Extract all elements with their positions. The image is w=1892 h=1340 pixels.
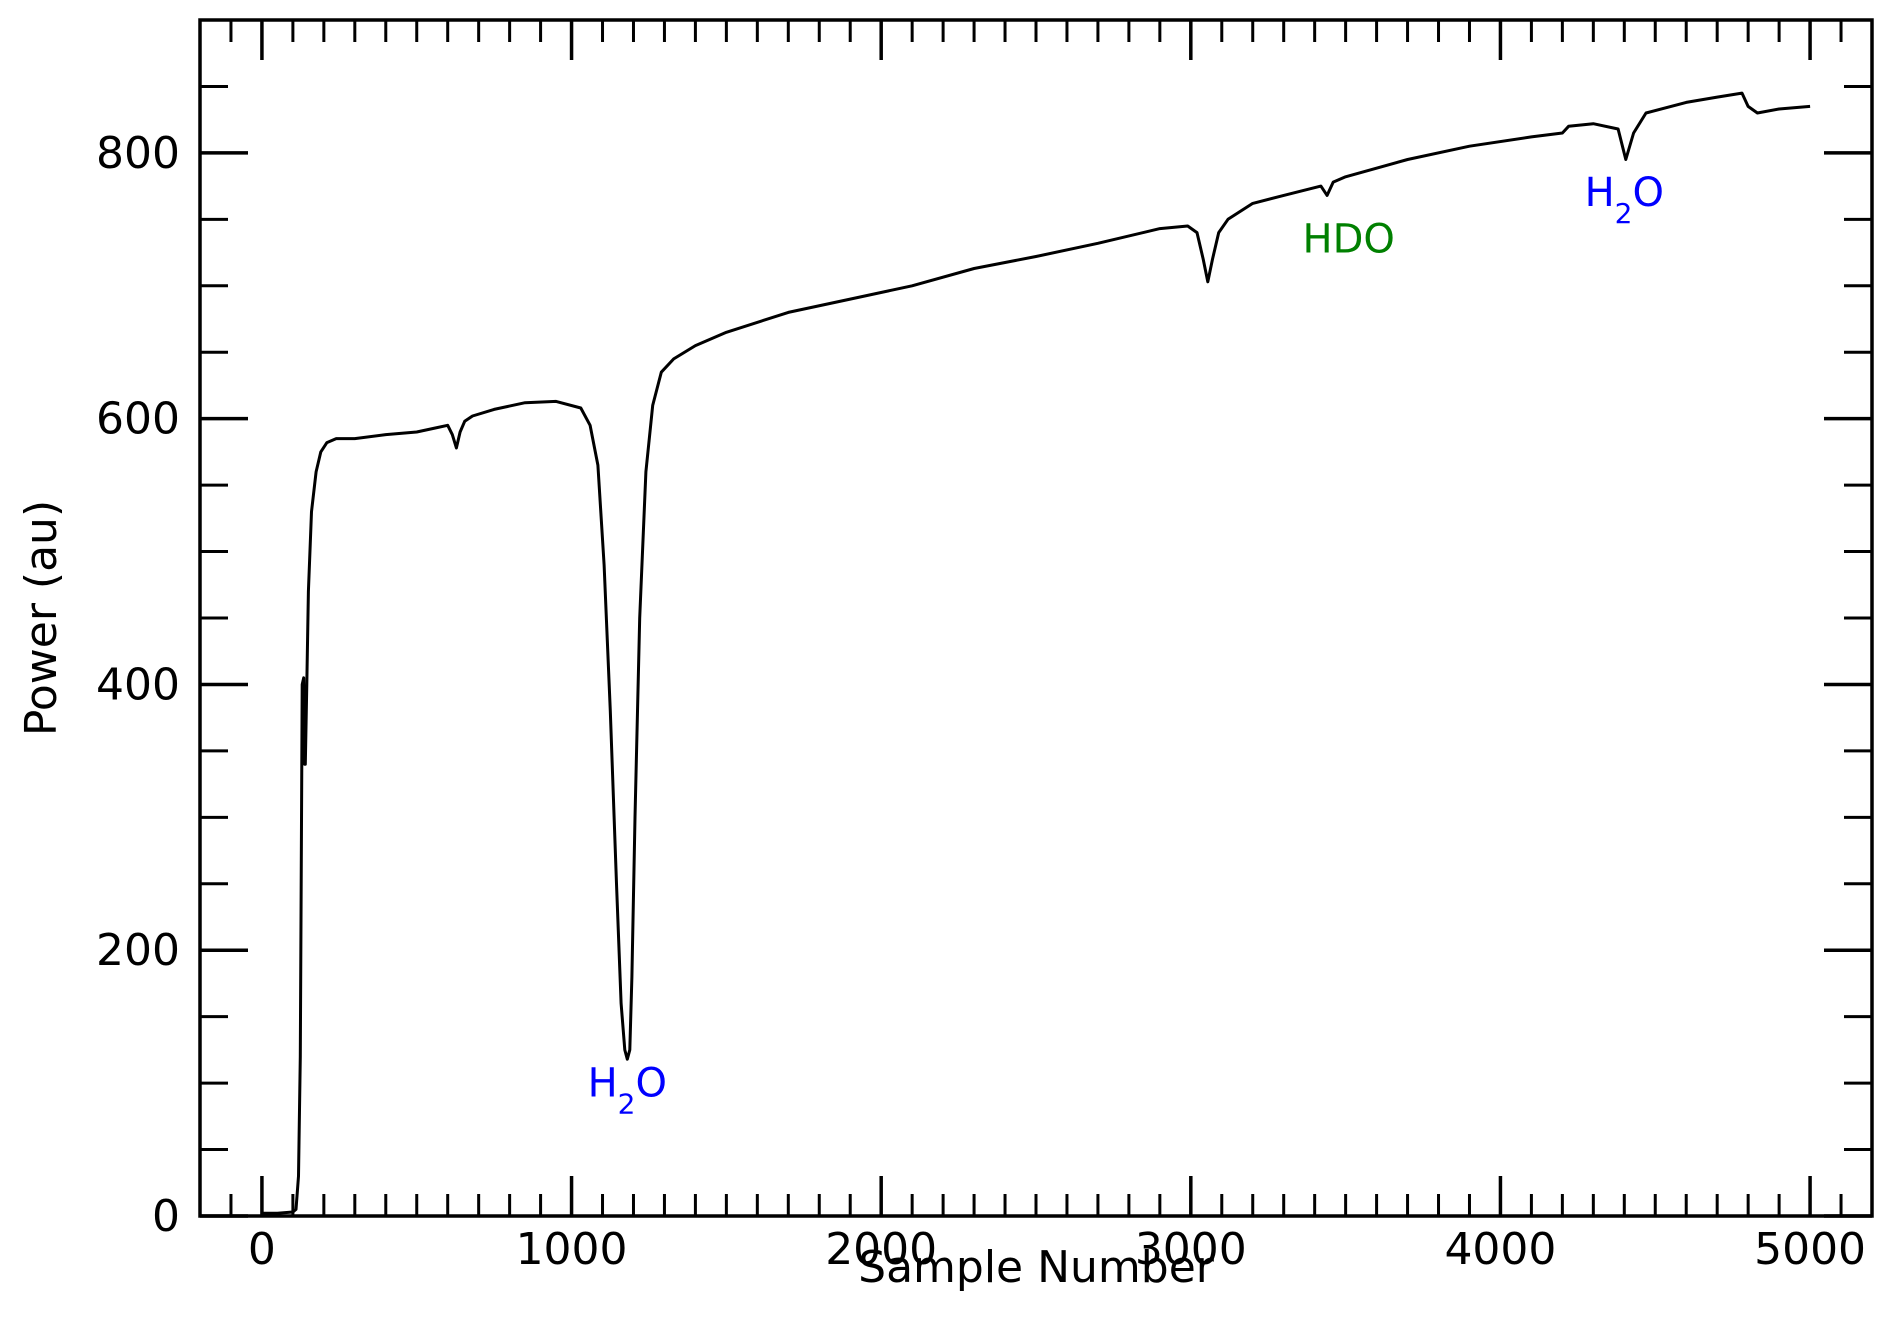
y-axis-label: Power (au) bbox=[16, 500, 67, 736]
x-tick-label: 1000 bbox=[516, 1224, 628, 1275]
x-tick-label: 2000 bbox=[825, 1224, 937, 1275]
x-tick-label: 4000 bbox=[1444, 1224, 1556, 1275]
annotation-label: H2O bbox=[1585, 170, 1664, 230]
y-tick-label: 600 bbox=[96, 394, 180, 445]
tick-labels: 0 1000 2000 3000 4000 5000 0 200 400 600 800 bbox=[96, 128, 1866, 1275]
x-tick-label: 3000 bbox=[1135, 1224, 1247, 1275]
y-tick-label: 800 bbox=[96, 128, 180, 179]
y-tick-label: 0 bbox=[152, 1191, 180, 1242]
power-series-line bbox=[261, 91, 1811, 1215]
x-tick-label: 5000 bbox=[1754, 1224, 1866, 1275]
x-tick-label: 0 bbox=[248, 1224, 276, 1275]
annotations: H2O HDO H2O bbox=[588, 170, 1664, 1120]
annotation-label: H2O bbox=[588, 1060, 667, 1120]
x-axis-label: Sample Number bbox=[858, 1242, 1215, 1293]
y-tick-label: 400 bbox=[96, 659, 180, 710]
plot-frame bbox=[198, 18, 1874, 1218]
y-tick-label: 200 bbox=[96, 925, 180, 976]
minor-ticks bbox=[198, 18, 1874, 1216]
annotation-label: HDO bbox=[1303, 217, 1395, 263]
